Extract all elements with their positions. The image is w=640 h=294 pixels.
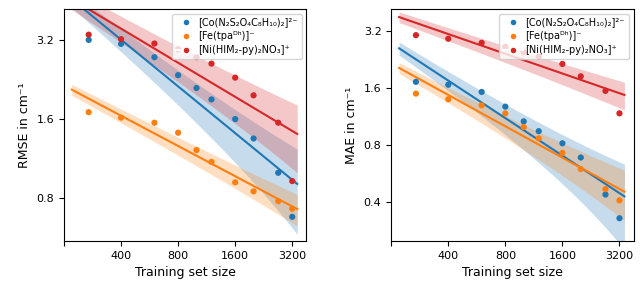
- Legend: [Co(N₂S₂O₄C₈H₁₀)₂]²⁻, [Fe(tpaᴰʰ)]⁻, [Ni(HIM₂-py)₂NO₃]⁺: [Co(N₂S₂O₄C₈H₁₀)₂]²⁻, [Fe(tpaᴰʰ)]⁻, [Ni(…: [499, 14, 628, 59]
- Point: [500, 104, 511, 109]
- Point: [534, 136, 544, 141]
- Point: [557, 151, 568, 155]
- Y-axis label: RMSE in cm⁻¹: RMSE in cm⁻¹: [18, 82, 31, 168]
- Point: [173, 73, 183, 78]
- Point: [575, 167, 586, 171]
- Point: [477, 41, 487, 45]
- Point: [84, 38, 94, 42]
- Point: [534, 54, 544, 59]
- Legend: [Co(N₂S₂O₄C₈H₁₀)₂]²⁻, [Fe(tpaᴰʰ)]⁻, [Ni(HIM₂-py)₂NO₃]⁺: [Co(N₂S₂O₄C₈H₁₀)₂]²⁻, [Fe(tpaᴰʰ)]⁻, [Ni(…: [172, 14, 301, 59]
- Point: [273, 171, 284, 175]
- Point: [248, 93, 259, 98]
- Point: [500, 44, 511, 49]
- Point: [500, 111, 511, 116]
- Point: [557, 61, 568, 66]
- Point: [287, 206, 298, 211]
- Point: [614, 111, 625, 116]
- Point: [230, 117, 240, 121]
- Point: [600, 88, 611, 93]
- Point: [614, 216, 625, 220]
- Point: [191, 55, 202, 60]
- X-axis label: Training set size: Training set size: [135, 266, 236, 279]
- Point: [518, 119, 529, 124]
- Point: [443, 82, 453, 87]
- Point: [614, 198, 625, 203]
- Point: [173, 47, 183, 51]
- Point: [84, 110, 94, 114]
- Point: [575, 74, 586, 79]
- Point: [287, 179, 298, 183]
- Point: [518, 50, 529, 55]
- Point: [443, 97, 453, 102]
- Point: [477, 103, 487, 108]
- Point: [273, 199, 284, 203]
- Point: [411, 33, 421, 38]
- Point: [230, 75, 240, 80]
- Point: [248, 136, 259, 141]
- Point: [149, 41, 159, 46]
- Point: [230, 180, 240, 185]
- Point: [557, 141, 568, 146]
- Point: [116, 41, 126, 46]
- Point: [518, 125, 529, 129]
- Point: [206, 160, 216, 164]
- Point: [116, 37, 126, 41]
- Point: [273, 120, 284, 125]
- Point: [191, 86, 202, 90]
- Point: [191, 148, 202, 152]
- Point: [600, 192, 611, 197]
- Y-axis label: MAE in cm⁻¹: MAE in cm⁻¹: [345, 86, 358, 163]
- Point: [206, 61, 216, 66]
- Point: [116, 115, 126, 120]
- Point: [149, 55, 159, 60]
- Point: [411, 79, 421, 84]
- Point: [206, 97, 216, 102]
- Point: [534, 129, 544, 133]
- Point: [600, 187, 611, 191]
- Point: [84, 32, 94, 37]
- Point: [149, 120, 159, 125]
- Point: [411, 91, 421, 96]
- X-axis label: Training set size: Training set size: [462, 266, 563, 279]
- Point: [287, 215, 298, 219]
- Point: [443, 36, 453, 41]
- Point: [575, 155, 586, 160]
- Point: [248, 189, 259, 194]
- Point: [173, 130, 183, 135]
- Point: [477, 90, 487, 94]
